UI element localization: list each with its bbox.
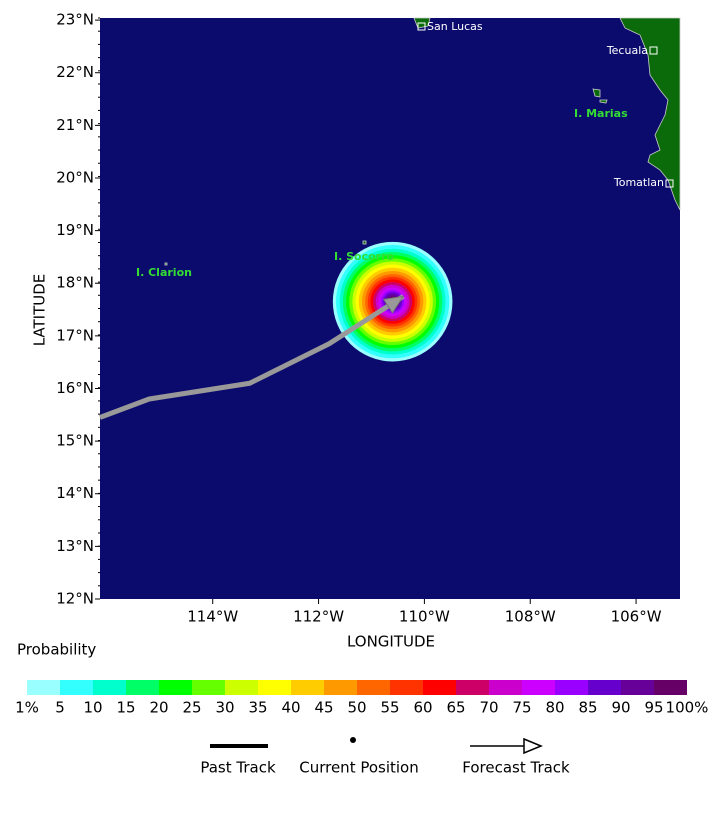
colorbar-bin — [291, 680, 324, 695]
city-marker — [417, 22, 426, 31]
y-tick-label: 12°N — [56, 590, 94, 608]
colorbar-bin — [390, 680, 423, 695]
colorbar-label: 40 — [281, 699, 300, 717]
y-tick-label: 22°N — [56, 63, 94, 81]
colorbar-label: 10 — [83, 699, 102, 717]
colorbar-bin — [60, 680, 93, 695]
y-tick-label: 21°N — [56, 116, 94, 134]
colorbar-bin — [192, 680, 225, 695]
x-tick-label: 108°W — [505, 608, 556, 626]
x-tick-label: 114°W — [187, 608, 238, 626]
place-label: I. Clarion — [136, 266, 192, 279]
city-marker — [649, 46, 658, 55]
colorbar-bin — [93, 680, 126, 695]
socorro-island — [362, 240, 367, 245]
colorbar-label: 5 — [55, 699, 65, 717]
islas-marias — [592, 88, 601, 98]
legend-swatch — [523, 737, 543, 755]
clarion-island — [164, 262, 168, 266]
colorbar-label: 50 — [347, 699, 366, 717]
colorbar-label: 90 — [611, 699, 630, 717]
place-label: Tecuala — [606, 44, 648, 57]
colorbar-label: 65 — [446, 699, 465, 717]
city-marker — [665, 179, 674, 188]
y-tick-label: 23°N — [56, 11, 94, 29]
colorbar-label: 75 — [512, 699, 531, 717]
x-tick-label: 106°W — [611, 608, 662, 626]
forecast-arrowhead — [382, 295, 405, 314]
colorbar-bin — [456, 680, 489, 695]
y-tick-label: 18°N — [56, 274, 94, 292]
colorbar-bin — [27, 680, 60, 695]
colorbar-label: 35 — [248, 699, 267, 717]
colorbar-bin — [159, 680, 192, 695]
colorbar-bin — [126, 680, 159, 695]
colorbar-label: 20 — [149, 699, 168, 717]
x-tick-label: 112°W — [293, 608, 344, 626]
colorbar-label: 80 — [545, 699, 564, 717]
colorbar-bin — [555, 680, 588, 695]
colorbar-bin — [621, 680, 654, 695]
colorbar-label: 55 — [380, 699, 399, 717]
colorbar-bin — [654, 680, 687, 695]
place-label: I. Socorro — [334, 250, 395, 263]
colorbar-label: 45 — [314, 699, 333, 717]
legend-label: Current Position — [299, 759, 419, 777]
y-tick-label: 15°N — [56, 432, 94, 450]
colorbar-bin — [588, 680, 621, 695]
y-tick-label: 19°N — [56, 221, 94, 239]
mainland — [619, 17, 681, 211]
colorbar-bin — [423, 680, 456, 695]
colorbar-label: 15 — [116, 699, 135, 717]
y-tick-label: 16°N — [56, 379, 94, 397]
legend-label: Past Track — [200, 759, 276, 777]
place-label: San Lucas — [427, 20, 483, 33]
colorbar-label: 30 — [215, 699, 234, 717]
colorbar-label: 25 — [182, 699, 201, 717]
colorbar-title: Probability — [17, 641, 96, 659]
y-tick-label: 14°N — [56, 484, 94, 502]
y-axis-label: LATITUDE — [31, 274, 49, 347]
colorbar-bin — [489, 680, 522, 695]
colorbar-label: 60 — [413, 699, 432, 717]
y-tick-label: 13°N — [56, 537, 94, 555]
track-line — [99, 294, 405, 420]
legend-label: Forecast Track — [462, 759, 570, 777]
place-label: Tomatlan — [613, 176, 664, 189]
colorbar: 1% 5 10 15 20 25 30 35 40 45 50 55 60 65 70 75 80 85 90 95 1… — [15, 680, 708, 717]
colorbar-label: 95 — [644, 699, 663, 717]
colorbar-bin — [225, 680, 258, 695]
colorbar-label: 85 — [578, 699, 597, 717]
y-tick-label: 17°N — [56, 326, 94, 344]
colorbar-bin — [522, 680, 555, 695]
colorbar-bin — [324, 680, 357, 695]
colorbar-label: 70 — [479, 699, 498, 717]
colorbar-label: 100% — [666, 699, 709, 717]
colorbar-bin — [258, 680, 291, 695]
colorbar-bin — [357, 680, 390, 695]
islas-marias — [599, 99, 608, 104]
colorbar-label: 1% — [15, 699, 39, 717]
track — [99, 294, 405, 420]
legend-swatch — [350, 737, 356, 743]
place-label: I. Marias — [574, 107, 628, 120]
x-tick-label: 110°W — [399, 608, 450, 626]
land — [164, 17, 681, 266]
y-tick-label: 20°N — [56, 168, 94, 186]
place-markers — [417, 22, 674, 188]
x-axis-label: LONGITUDE — [347, 633, 435, 651]
